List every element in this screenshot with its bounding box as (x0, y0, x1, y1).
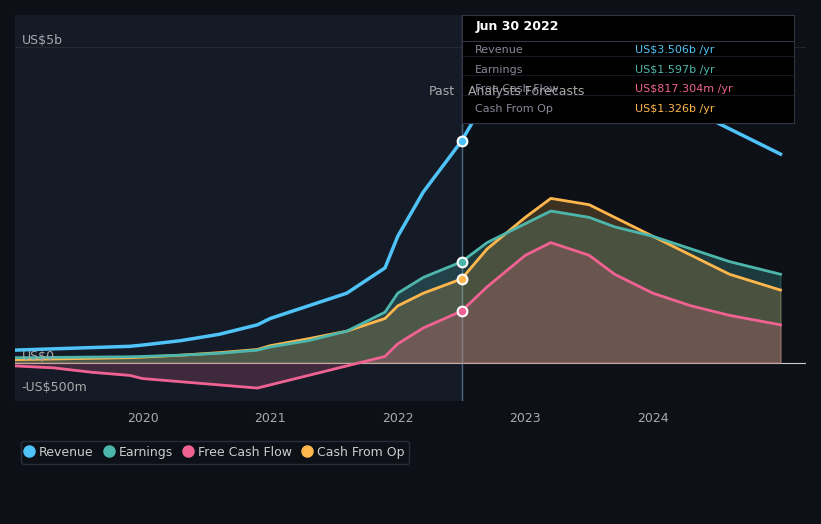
Text: -US$500m: -US$500m (21, 381, 87, 395)
Text: US$5b: US$5b (21, 34, 62, 47)
Text: US$0: US$0 (21, 350, 54, 363)
Legend: Revenue, Earnings, Free Cash Flow, Cash From Op: Revenue, Earnings, Free Cash Flow, Cash … (21, 441, 409, 464)
Text: Past: Past (429, 84, 455, 97)
Bar (15, 15, 461, 401)
Text: Analysts Forecasts: Analysts Forecasts (468, 84, 585, 97)
Bar (461, 15, 806, 401)
